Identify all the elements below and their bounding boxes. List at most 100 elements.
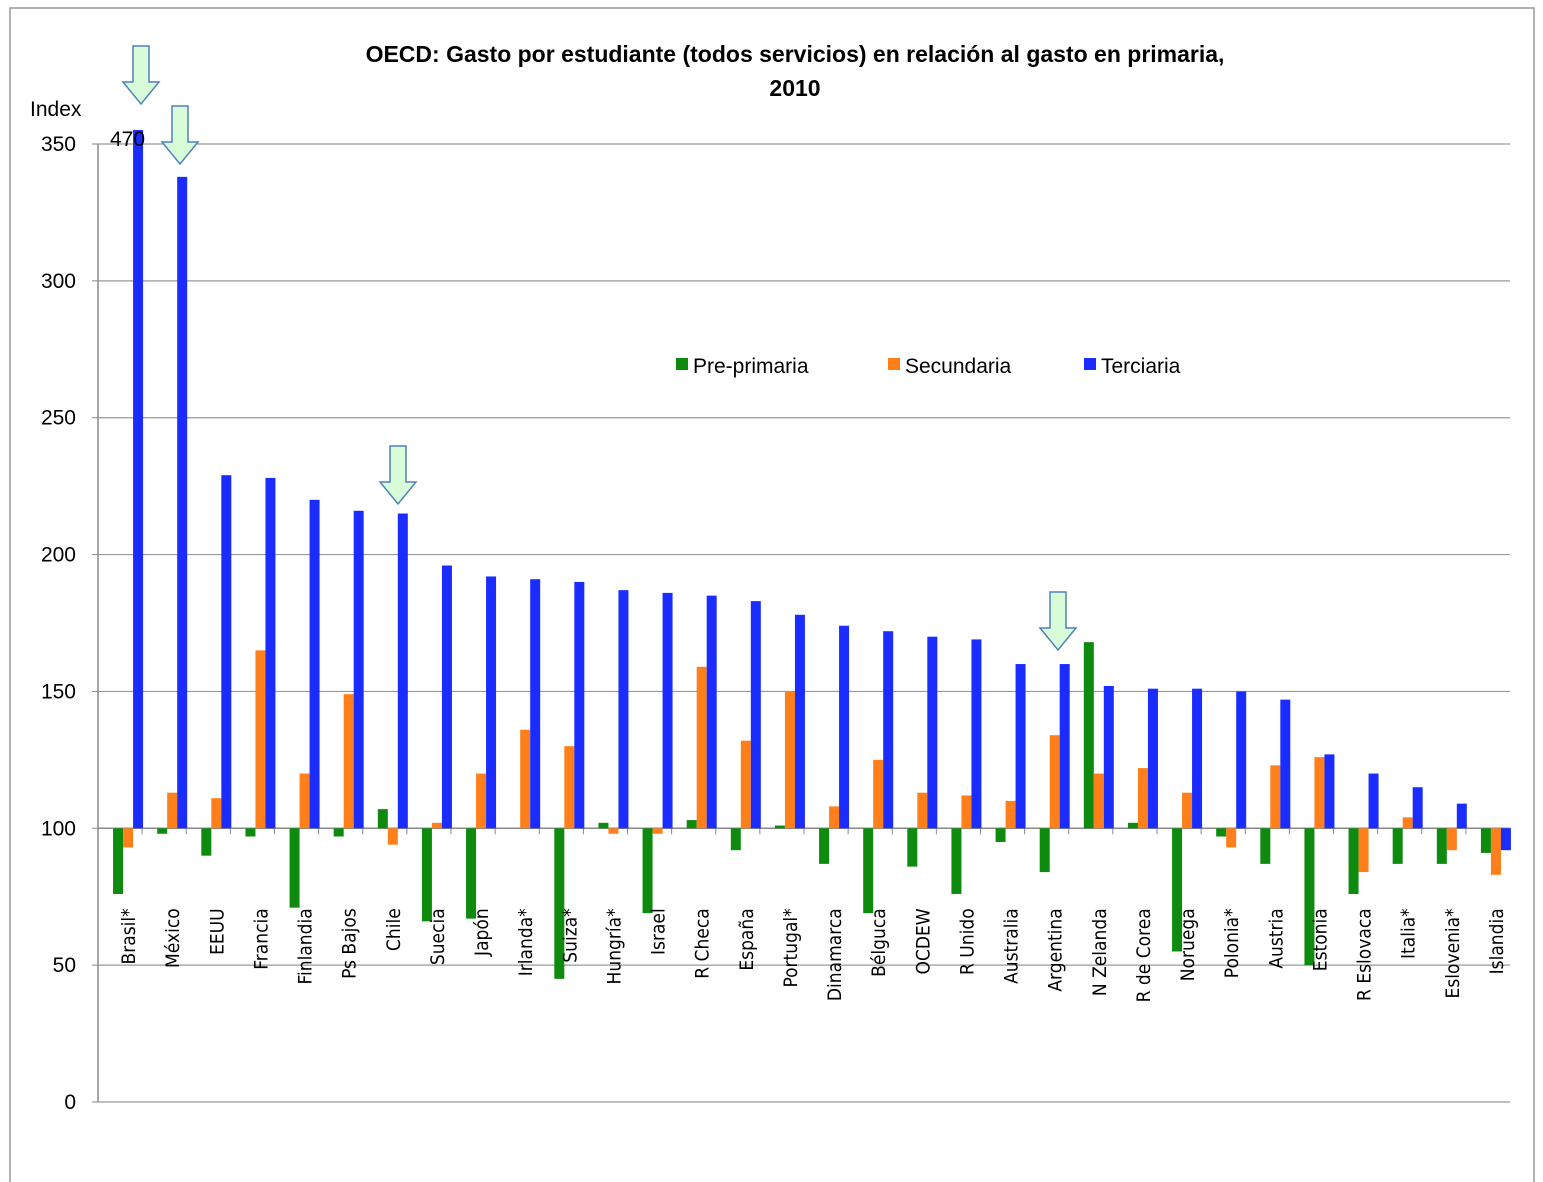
bar — [113, 828, 124, 894]
bar — [221, 475, 232, 829]
bar — [1480, 828, 1491, 853]
x-tick-label: EEUU — [206, 908, 228, 955]
bar — [1446, 828, 1457, 851]
bar — [1137, 768, 1148, 829]
x-tick-label: Noruega — [1177, 908, 1199, 981]
bar — [1192, 688, 1203, 829]
x-tick-label: Bélguca — [868, 908, 890, 977]
bar — [466, 828, 477, 919]
x-tick-label: R Checa — [692, 908, 714, 978]
bar — [696, 666, 707, 829]
legend-swatch — [888, 358, 900, 370]
bar — [686, 820, 697, 829]
x-tick-label: OCDEW — [912, 908, 934, 974]
bar — [201, 828, 212, 856]
legend-swatch — [1084, 358, 1096, 370]
x-tick-label: R de Corea — [1133, 908, 1155, 1002]
x-tick-label: Portugal* — [780, 908, 802, 988]
chart-title: 2010 — [769, 75, 820, 101]
labels: 0 50 100 150 200 250 300 350 Brasil* México EEUU Fr… — [41, 133, 1508, 1114]
y-tick-label: 50 — [53, 954, 76, 977]
y-tick-label: 200 — [41, 544, 76, 567]
bar — [1005, 800, 1016, 829]
bar — [211, 798, 222, 829]
x-tick-label: Argentina — [1045, 908, 1067, 991]
y-tick-label: 150 — [41, 680, 76, 703]
bar — [917, 792, 928, 829]
x-tick-label: R Unido — [956, 908, 978, 975]
bar — [1314, 757, 1325, 829]
y-tick-label: 350 — [41, 133, 76, 156]
x-tick-label: Irlanda* — [515, 908, 537, 976]
bar — [819, 828, 830, 864]
bar — [1226, 828, 1237, 848]
bar — [564, 746, 575, 829]
bar — [598, 822, 609, 829]
arrows — [121, 45, 1078, 652]
bar — [1392, 828, 1403, 864]
bar — [1236, 691, 1247, 829]
bar — [706, 595, 717, 829]
bar — [883, 631, 894, 829]
y-tick-label: 0 — [64, 1091, 76, 1114]
x-tick-label: Italia* — [1398, 908, 1420, 959]
x-tick-label: Suiza* — [559, 908, 581, 963]
bar — [839, 625, 850, 829]
x-tick-label: Dinamarca — [824, 908, 846, 1001]
bar — [1083, 642, 1094, 829]
bar — [353, 510, 364, 829]
x-tick-label: España — [736, 908, 758, 970]
bar — [1270, 765, 1281, 829]
x-tick-label: Austria — [1265, 908, 1287, 968]
bar — [255, 650, 266, 829]
arrow — [1038, 591, 1078, 652]
x-tick-label: R Eslovaca — [1354, 908, 1376, 1001]
bar — [951, 828, 962, 894]
bar — [995, 828, 1006, 842]
x-tick-label: Suecia — [427, 908, 449, 965]
bar — [486, 576, 497, 829]
bar — [133, 130, 144, 829]
bar — [431, 822, 442, 829]
bar — [377, 809, 388, 829]
arrow — [378, 445, 418, 506]
x-tick-label: Brasil* — [118, 908, 140, 965]
chart-title: OECD: Gasto por estudiante (todos servic… — [366, 41, 1225, 67]
legend: Pre-primaria Secundaria Terciaria — [676, 355, 1181, 378]
bar — [873, 759, 884, 829]
bar — [299, 773, 310, 829]
bar — [618, 590, 629, 829]
y-tick-label: 100 — [41, 817, 76, 840]
bar — [574, 581, 585, 829]
legend-label: Secundaria — [905, 355, 1012, 378]
bar — [1490, 828, 1501, 875]
frame — [9, 7, 1535, 1182]
bar — [167, 792, 178, 829]
y-tick-label: 300 — [41, 270, 76, 293]
bar — [1402, 817, 1413, 829]
bar — [927, 636, 938, 829]
bar — [730, 828, 741, 851]
x-tick-label: N Zelanda — [1089, 908, 1111, 996]
x-tick-label: Estonia — [1309, 908, 1331, 971]
bar — [662, 592, 673, 829]
bar — [1216, 828, 1227, 837]
legend-label: Pre-primaria — [693, 355, 809, 378]
bar — [961, 795, 972, 829]
bar — [157, 828, 168, 834]
bar — [123, 828, 134, 848]
bar — [907, 828, 918, 867]
bar — [794, 614, 805, 829]
bar — [421, 828, 432, 922]
x-tick-label: México — [162, 908, 184, 968]
bar — [530, 579, 541, 829]
bar — [740, 740, 751, 829]
bar — [608, 828, 619, 834]
bar — [333, 828, 344, 837]
legend-swatch — [676, 358, 688, 370]
x-tick-label: Finlandia — [295, 908, 317, 984]
bar — [397, 513, 408, 829]
annotation: 470 — [110, 128, 145, 151]
legend-label: Terciaria — [1101, 355, 1181, 378]
y-tick-label: 250 — [41, 407, 76, 430]
